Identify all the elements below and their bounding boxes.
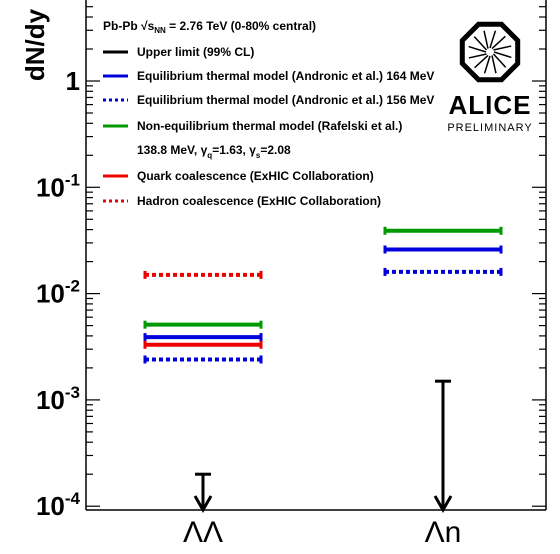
logo-octagon-icon	[459, 21, 521, 83]
logo-text: ALICE	[449, 90, 532, 120]
y-tick-label: 1	[66, 66, 80, 96]
logo-ray	[492, 53, 507, 68]
data-marks	[143, 226, 503, 514]
y-tick-label: 10-3	[36, 383, 80, 415]
axis-labels: 10-4 10-3 10-2 10-1 1 dN/dy ΛΛ Λn	[20, 8, 461, 549]
logo-ray	[483, 55, 491, 74]
logo-ray	[483, 30, 489, 49]
logo-ray	[468, 53, 487, 59]
y-tick-label: 10-1	[36, 170, 80, 202]
legend-entry: Quark coalescence (ExHIC Collaboration)	[137, 169, 374, 183]
legend-entry: Equilibrium thermal model (Andronic et a…	[137, 93, 434, 107]
legend: Pb-Pb √sNN = 2.76 TeV (0-80% central) Upp…	[103, 19, 434, 208]
legend-entry-extra: 138.8 MeV, γq=1.63, γs=2.08	[137, 143, 291, 160]
x-category-label: ΛΛ	[183, 516, 223, 549]
logo-ray	[491, 35, 506, 50]
y-axis-title: dN/dy	[20, 8, 50, 81]
legend-entry: Non-equilibrium thermal model (Rafelski …	[137, 119, 402, 133]
upper-limit-arrow-head	[433, 495, 453, 514]
logo-subtext: PRELIMINARY	[447, 122, 532, 134]
legend-header: Pb-Pb √sNN = 2.76 TeV (0-80% central)	[103, 19, 316, 35]
logo-ray	[489, 30, 497, 49]
logo-ray	[493, 45, 512, 51]
legend-entry: Hadron coalescence (ExHIC Collaboration)	[137, 194, 381, 208]
y-tick-label: 10-2	[36, 277, 80, 309]
logo-ray	[474, 54, 489, 69]
alice-logo: ALICE PRELIMINARY	[447, 21, 532, 134]
x-category-label: Λn	[425, 516, 462, 549]
y-tick-label: 10-4	[36, 489, 81, 521]
upper-limit-arrow-head	[193, 495, 213, 514]
logo-ray	[491, 55, 497, 74]
legend-entry: Upper limit (99% CL)	[137, 45, 254, 59]
logo-ray	[473, 36, 488, 51]
plot-frame	[85, 0, 547, 511]
logo-ray	[468, 45, 487, 53]
legend-entry: Equilibrium thermal model (Andronic et a…	[137, 69, 434, 83]
logo-ray	[493, 51, 512, 59]
axis-ticks	[86, 6, 546, 507]
